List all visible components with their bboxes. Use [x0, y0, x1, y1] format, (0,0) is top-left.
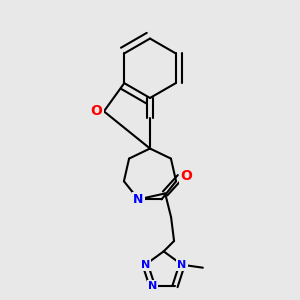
Text: N: N — [148, 281, 157, 291]
Text: O: O — [181, 169, 193, 183]
Text: O: O — [90, 104, 102, 118]
Text: N: N — [177, 260, 187, 270]
Text: N: N — [141, 260, 150, 270]
Text: N: N — [133, 193, 144, 206]
